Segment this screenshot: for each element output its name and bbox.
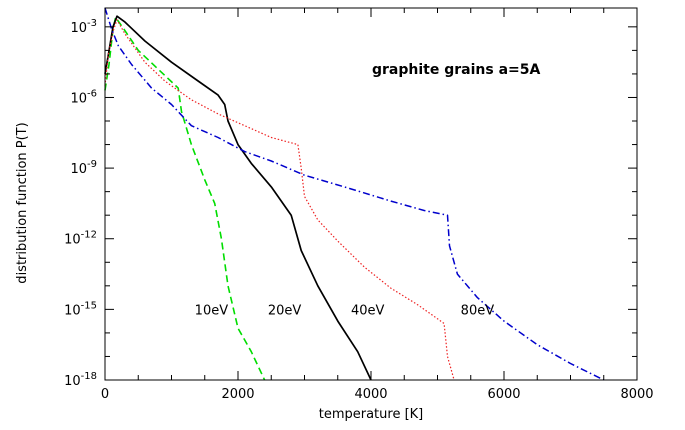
series-labels: 10eV 20eV 40eV 80eV	[195, 303, 495, 318]
series-20eV-line	[104, 15, 372, 381]
x-tick-label: 8000	[620, 387, 653, 402]
x-tick-label: 2000	[221, 387, 254, 402]
axis-ticks: 0 2000 4000 6000 8000 10-3 10-6 10-9 10-12 10-15 1…	[64, 8, 654, 402]
plot-frame	[104, 7, 638, 381]
series-lines	[104, 7, 605, 381]
series-label-80eV: 80eV	[461, 303, 495, 318]
x-tick-label: 0	[101, 387, 109, 402]
y-tick-label: 10-6	[70, 88, 97, 106]
x-tick-label: 4000	[354, 387, 387, 402]
y-tick-label: 10-12	[64, 230, 97, 248]
x-tick-label: 6000	[487, 387, 520, 402]
series-label-20eV: 20eV	[268, 303, 302, 318]
chart-annotation: graphite grains a=5A	[372, 62, 540, 78]
y-tick-label: 10-3	[70, 18, 97, 36]
series-80eV-line	[104, 7, 605, 381]
series-40eV-line	[104, 19, 455, 381]
y-tick-label: 10-9	[70, 159, 97, 177]
series-label-40eV: 40eV	[351, 303, 385, 318]
y-tick-label: 10-15	[64, 300, 97, 318]
series-label-10eV: 10eV	[195, 303, 229, 318]
x-axis-label: temperature [K]	[319, 407, 424, 422]
y-tick-label: 10-18	[64, 371, 97, 389]
y-axis-label: distribution function P(T)	[15, 122, 30, 283]
